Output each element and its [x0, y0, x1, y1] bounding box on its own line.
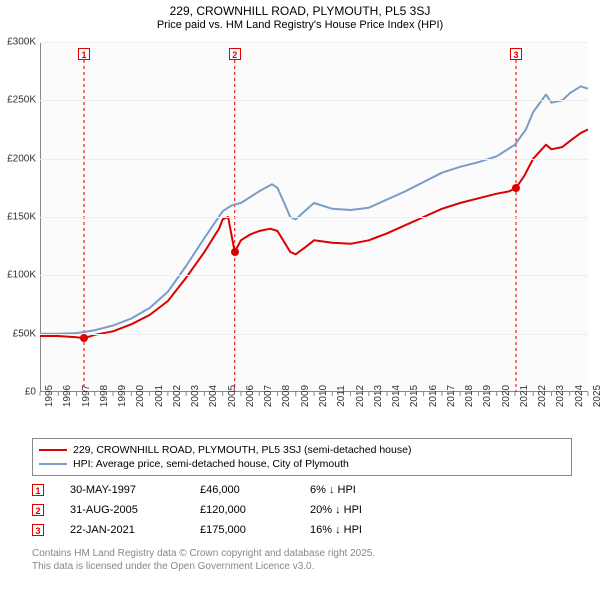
- x-axis-label: 2008: [281, 385, 292, 407]
- legend-swatch: [39, 449, 67, 451]
- event-date: 22-JAN-2021: [70, 524, 200, 536]
- x-axis-label: 2015: [409, 385, 420, 407]
- footer-line1: Contains HM Land Registry data © Crown c…: [32, 548, 375, 561]
- event-row: 3 22-JAN-2021£175,00016% ↓ HPI: [32, 520, 572, 540]
- x-axis-label: 2005: [227, 385, 238, 407]
- legend-label: HPI: Average price, semi-detached house,…: [73, 458, 349, 470]
- gridline: [40, 42, 588, 43]
- x-axis-label: 1997: [81, 385, 92, 407]
- event-price: £120,000: [200, 504, 310, 516]
- x-axis-label: 2004: [208, 385, 219, 407]
- event-row: 2 31-AUG-2005£120,00020% ↓ HPI: [32, 500, 572, 520]
- event-delta: 20% ↓ HPI: [310, 504, 420, 516]
- x-axis-label: 2006: [245, 385, 256, 407]
- x-axis-label: 2016: [428, 385, 439, 407]
- x-axis-label: 2021: [519, 385, 530, 407]
- x-axis-label: 2012: [355, 385, 366, 407]
- event-delta: 6% ↓ HPI: [310, 484, 420, 496]
- legend-row: HPI: Average price, semi-detached house,…: [39, 457, 565, 471]
- chart-subtitle: Price paid vs. HM Land Registry's House …: [0, 19, 600, 31]
- sale-dot: [231, 248, 239, 256]
- gridline: [40, 100, 588, 101]
- x-axis-label: 2000: [135, 385, 146, 407]
- y-axis-label: £100K: [0, 270, 36, 281]
- x-axis-label: 2018: [464, 385, 475, 407]
- x-axis-label: 2023: [555, 385, 566, 407]
- event-marker-3: 3: [510, 48, 522, 60]
- title-block: 229, CROWNHILL ROAD, PLYMOUTH, PL5 3SJ P…: [0, 0, 600, 31]
- series-hpi: [40, 86, 588, 333]
- gridline: [40, 159, 588, 160]
- legend-box: 229, CROWNHILL ROAD, PLYMOUTH, PL5 3SJ (…: [32, 438, 572, 476]
- x-axis-label: 2001: [154, 385, 165, 407]
- y-axis-label: £150K: [0, 212, 36, 223]
- legend-label: 229, CROWNHILL ROAD, PLYMOUTH, PL5 3SJ (…: [73, 444, 411, 456]
- x-axis-label: 2022: [537, 385, 548, 407]
- x-axis-label: 1998: [99, 385, 110, 407]
- x-axis-label: 2017: [446, 385, 457, 407]
- event-row-marker: 2: [32, 504, 44, 516]
- x-axis-label: 2014: [391, 385, 402, 407]
- gridline: [40, 275, 588, 276]
- event-marker-1: 1: [78, 48, 90, 60]
- x-axis-label: 2020: [501, 385, 512, 407]
- event-price: £46,000: [200, 484, 310, 496]
- series-price_paid: [40, 130, 588, 339]
- y-axis-label: £0: [0, 387, 36, 398]
- legend-row: 229, CROWNHILL ROAD, PLYMOUTH, PL5 3SJ (…: [39, 443, 565, 457]
- x-axis-label: 1999: [117, 385, 128, 407]
- y-axis-label: £300K: [0, 37, 36, 48]
- x-axis-label: 1996: [62, 385, 73, 407]
- y-axis-label: £250K: [0, 95, 36, 106]
- gridline: [40, 217, 588, 218]
- event-price: £175,000: [200, 524, 310, 536]
- event-row: 1 30-MAY-1997£46,0006% ↓ HPI: [32, 480, 572, 500]
- x-axis-label: 2010: [318, 385, 329, 407]
- x-axis-label: 2024: [574, 385, 585, 407]
- chart-title: 229, CROWNHILL ROAD, PLYMOUTH, PL5 3SJ: [0, 4, 600, 18]
- y-axis-label: £50K: [0, 328, 36, 339]
- x-axis-label: 1995: [44, 385, 55, 407]
- x-axis-label: 2013: [373, 385, 384, 407]
- x-axis-label: 2007: [263, 385, 274, 407]
- x-axis-label: 2019: [482, 385, 493, 407]
- footer: Contains HM Land Registry data © Crown c…: [32, 548, 375, 573]
- sale-dot: [512, 184, 520, 192]
- event-date: 30-MAY-1997: [70, 484, 200, 496]
- y-axis-label: £200K: [0, 153, 36, 164]
- x-axis-label: 2011: [336, 385, 347, 407]
- gridline: [40, 334, 588, 335]
- x-axis-label: 2025: [592, 385, 600, 407]
- event-date: 31-AUG-2005: [70, 504, 200, 516]
- event-delta: 16% ↓ HPI: [310, 524, 420, 536]
- event-marker-2: 2: [229, 48, 241, 60]
- footer-line2: This data is licensed under the Open Gov…: [32, 561, 375, 574]
- sale-dot: [80, 334, 88, 342]
- legend-swatch: [39, 463, 67, 465]
- chart-area: £0£50K£100K£150K£200K£250K£300K199519961…: [40, 42, 588, 392]
- events-table: 1 30-MAY-1997£46,0006% ↓ HPI 2 31-AUG-2005£…: [32, 480, 572, 540]
- x-axis-label: 2003: [190, 385, 201, 407]
- event-row-marker: 1: [32, 484, 44, 496]
- x-axis-label: 2009: [300, 385, 311, 407]
- event-row-marker: 3: [32, 524, 44, 536]
- x-axis-label: 2002: [172, 385, 183, 407]
